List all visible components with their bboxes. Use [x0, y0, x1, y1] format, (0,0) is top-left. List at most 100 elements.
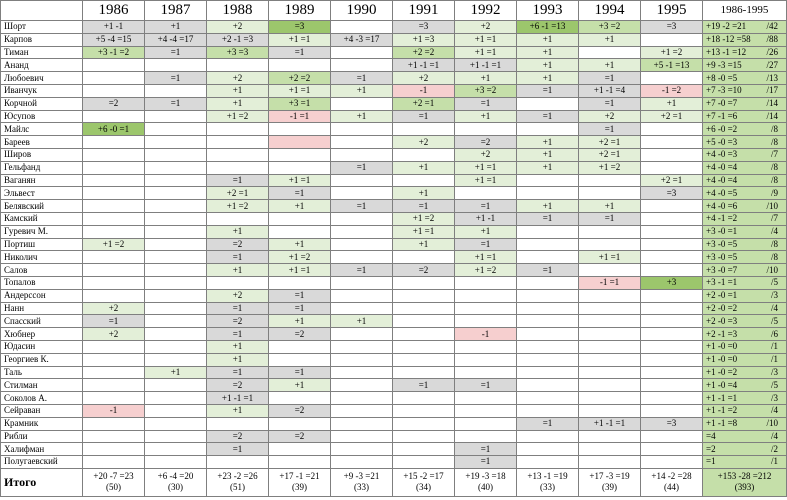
score-cell — [640, 339, 703, 354]
total-score: +6 -0 =2 — [706, 123, 738, 134]
score-cell: =1 — [454, 378, 517, 393]
year-header: 1989 — [268, 0, 331, 21]
total-score: +3 -0 =7 — [706, 264, 738, 275]
year-header: 1993 — [516, 0, 579, 21]
player-row: Белявский +1 =2 +1 =1 =1 =1 +1 +1 +4 -0 =6/10 — [0, 199, 787, 213]
score-cell: +1 -1 =1 — [578, 416, 641, 431]
score-cell: +6 -1 =13 — [516, 20, 579, 34]
score-cell: +1 — [206, 96, 269, 111]
score-cell: +2 — [206, 288, 269, 303]
total-score: +3 -0 =5 — [706, 251, 738, 262]
score-cell: +1 — [516, 32, 579, 47]
score-cell — [392, 455, 455, 469]
score-cell — [330, 250, 393, 265]
score-cell — [392, 391, 455, 405]
total-count: /14 — [766, 110, 778, 121]
score-cell — [640, 250, 703, 265]
score-cell: =1 — [578, 71, 641, 85]
score-cell: +1 — [206, 224, 269, 239]
score-cell: =1 — [516, 416, 579, 431]
footer-games: (393) — [734, 482, 755, 493]
player-name: Гельфанд — [0, 160, 83, 175]
score-cell — [206, 58, 269, 73]
score-cell — [206, 211, 269, 226]
score-cell — [82, 173, 145, 188]
score-cell: +2 =1 — [640, 173, 703, 188]
score-cell — [578, 365, 641, 380]
score-cell: +3 =2 — [578, 20, 641, 34]
score-cell: +1 =1 — [454, 32, 517, 47]
total-score: +1 -1 =1 — [706, 392, 738, 403]
score-cell — [578, 263, 641, 277]
score-cell: +1 =1 — [268, 83, 331, 98]
score-cell — [640, 211, 703, 226]
footer-score: +19 -3 =18 — [465, 471, 506, 482]
score-cell — [578, 45, 641, 60]
score-cell — [82, 263, 145, 277]
player-row: Соколов А. +1 -1 =1 +1 -1 =1/3 — [0, 391, 787, 405]
player-name: Корчной — [0, 96, 83, 111]
score-cell: +1 =1 — [454, 45, 517, 60]
score-cell — [82, 391, 145, 405]
score-cell — [454, 429, 517, 444]
score-cell: =1 — [578, 211, 641, 226]
score-cell — [268, 442, 331, 457]
total-count: /4 — [770, 405, 778, 416]
player-name: Карпов — [0, 32, 83, 47]
score-cell: +1 -1 =1 — [206, 391, 269, 405]
score-cell: =1 — [330, 71, 393, 85]
total-cell: +1 -0 =0/1 — [702, 352, 787, 367]
score-cell — [640, 352, 703, 367]
score-cell — [206, 147, 269, 162]
player-row: Гельфанд =1 +1 +1 =1 +1 +1 =2 +4 -0 =4/8 — [0, 160, 787, 175]
score-cell — [578, 403, 641, 418]
score-cell — [640, 147, 703, 162]
score-cell: +1 — [516, 147, 579, 162]
total-cell: +7 -1 =6/14 — [702, 109, 787, 124]
footer-games: (34) — [416, 482, 431, 493]
score-cell — [82, 147, 145, 162]
player-name: Эльвест — [0, 186, 83, 201]
score-cell: +1 =2 — [392, 211, 455, 226]
score-cell — [82, 365, 145, 380]
total-score: +1 -0 =0 — [706, 341, 738, 352]
total-cell: +6 -0 =2/8 — [702, 122, 787, 137]
score-cell — [454, 275, 517, 290]
player-name: Николич — [0, 250, 83, 265]
year-header: 1987 — [144, 0, 207, 21]
score-cell: =1 — [82, 314, 145, 329]
player-row: Тиман +3 -1 =2 =1 +3 =3 =1 +2 =2 +1 =1 +1 +1 =2 +… — [0, 45, 787, 60]
score-cell: =1 — [144, 45, 207, 60]
score-cell — [330, 96, 393, 111]
total-score: +4 -0 =4 — [706, 162, 738, 173]
footer-games: (40) — [478, 482, 493, 493]
footer-cell: +15 -2 =17 (34) — [392, 467, 455, 497]
player-row: Корчной =2 =1 +1 +3 =1 +2 =1 =1 =1 +1 +7 -0 =7/14 — [0, 96, 787, 111]
footer-label: Итого — [0, 467, 83, 497]
total-count: /88 — [766, 34, 778, 45]
total-cell: +3 -0 =1/4 — [702, 224, 787, 239]
player-row: Стилман =2 +1 =1 =1 +1 -0 =4/5 — [0, 378, 787, 393]
score-cell: =1 — [144, 96, 207, 111]
total-cell: +4 -0 =4/8 — [702, 173, 787, 188]
score-cell: =1 — [268, 365, 331, 380]
total-cell: +2 -0 =2/4 — [702, 301, 787, 316]
score-cell — [640, 301, 703, 316]
score-cell — [82, 275, 145, 290]
footer-cell: +13 -1 =19 (33) — [516, 467, 579, 497]
score-cell — [392, 352, 455, 367]
score-cell — [82, 160, 145, 175]
footer-games: (33) — [540, 482, 555, 493]
score-cell — [640, 32, 703, 47]
player-name: Хюбнер — [0, 327, 83, 341]
score-cell — [454, 314, 517, 329]
score-cell: =1 — [516, 263, 579, 277]
score-cell: =3 — [640, 20, 703, 34]
score-cell — [516, 237, 579, 252]
score-cell: +4 -4 =17 — [144, 32, 207, 47]
score-cell — [330, 275, 393, 290]
score-cell — [82, 339, 145, 354]
score-cell — [330, 211, 393, 226]
score-cell — [640, 403, 703, 418]
score-cell — [144, 288, 207, 303]
